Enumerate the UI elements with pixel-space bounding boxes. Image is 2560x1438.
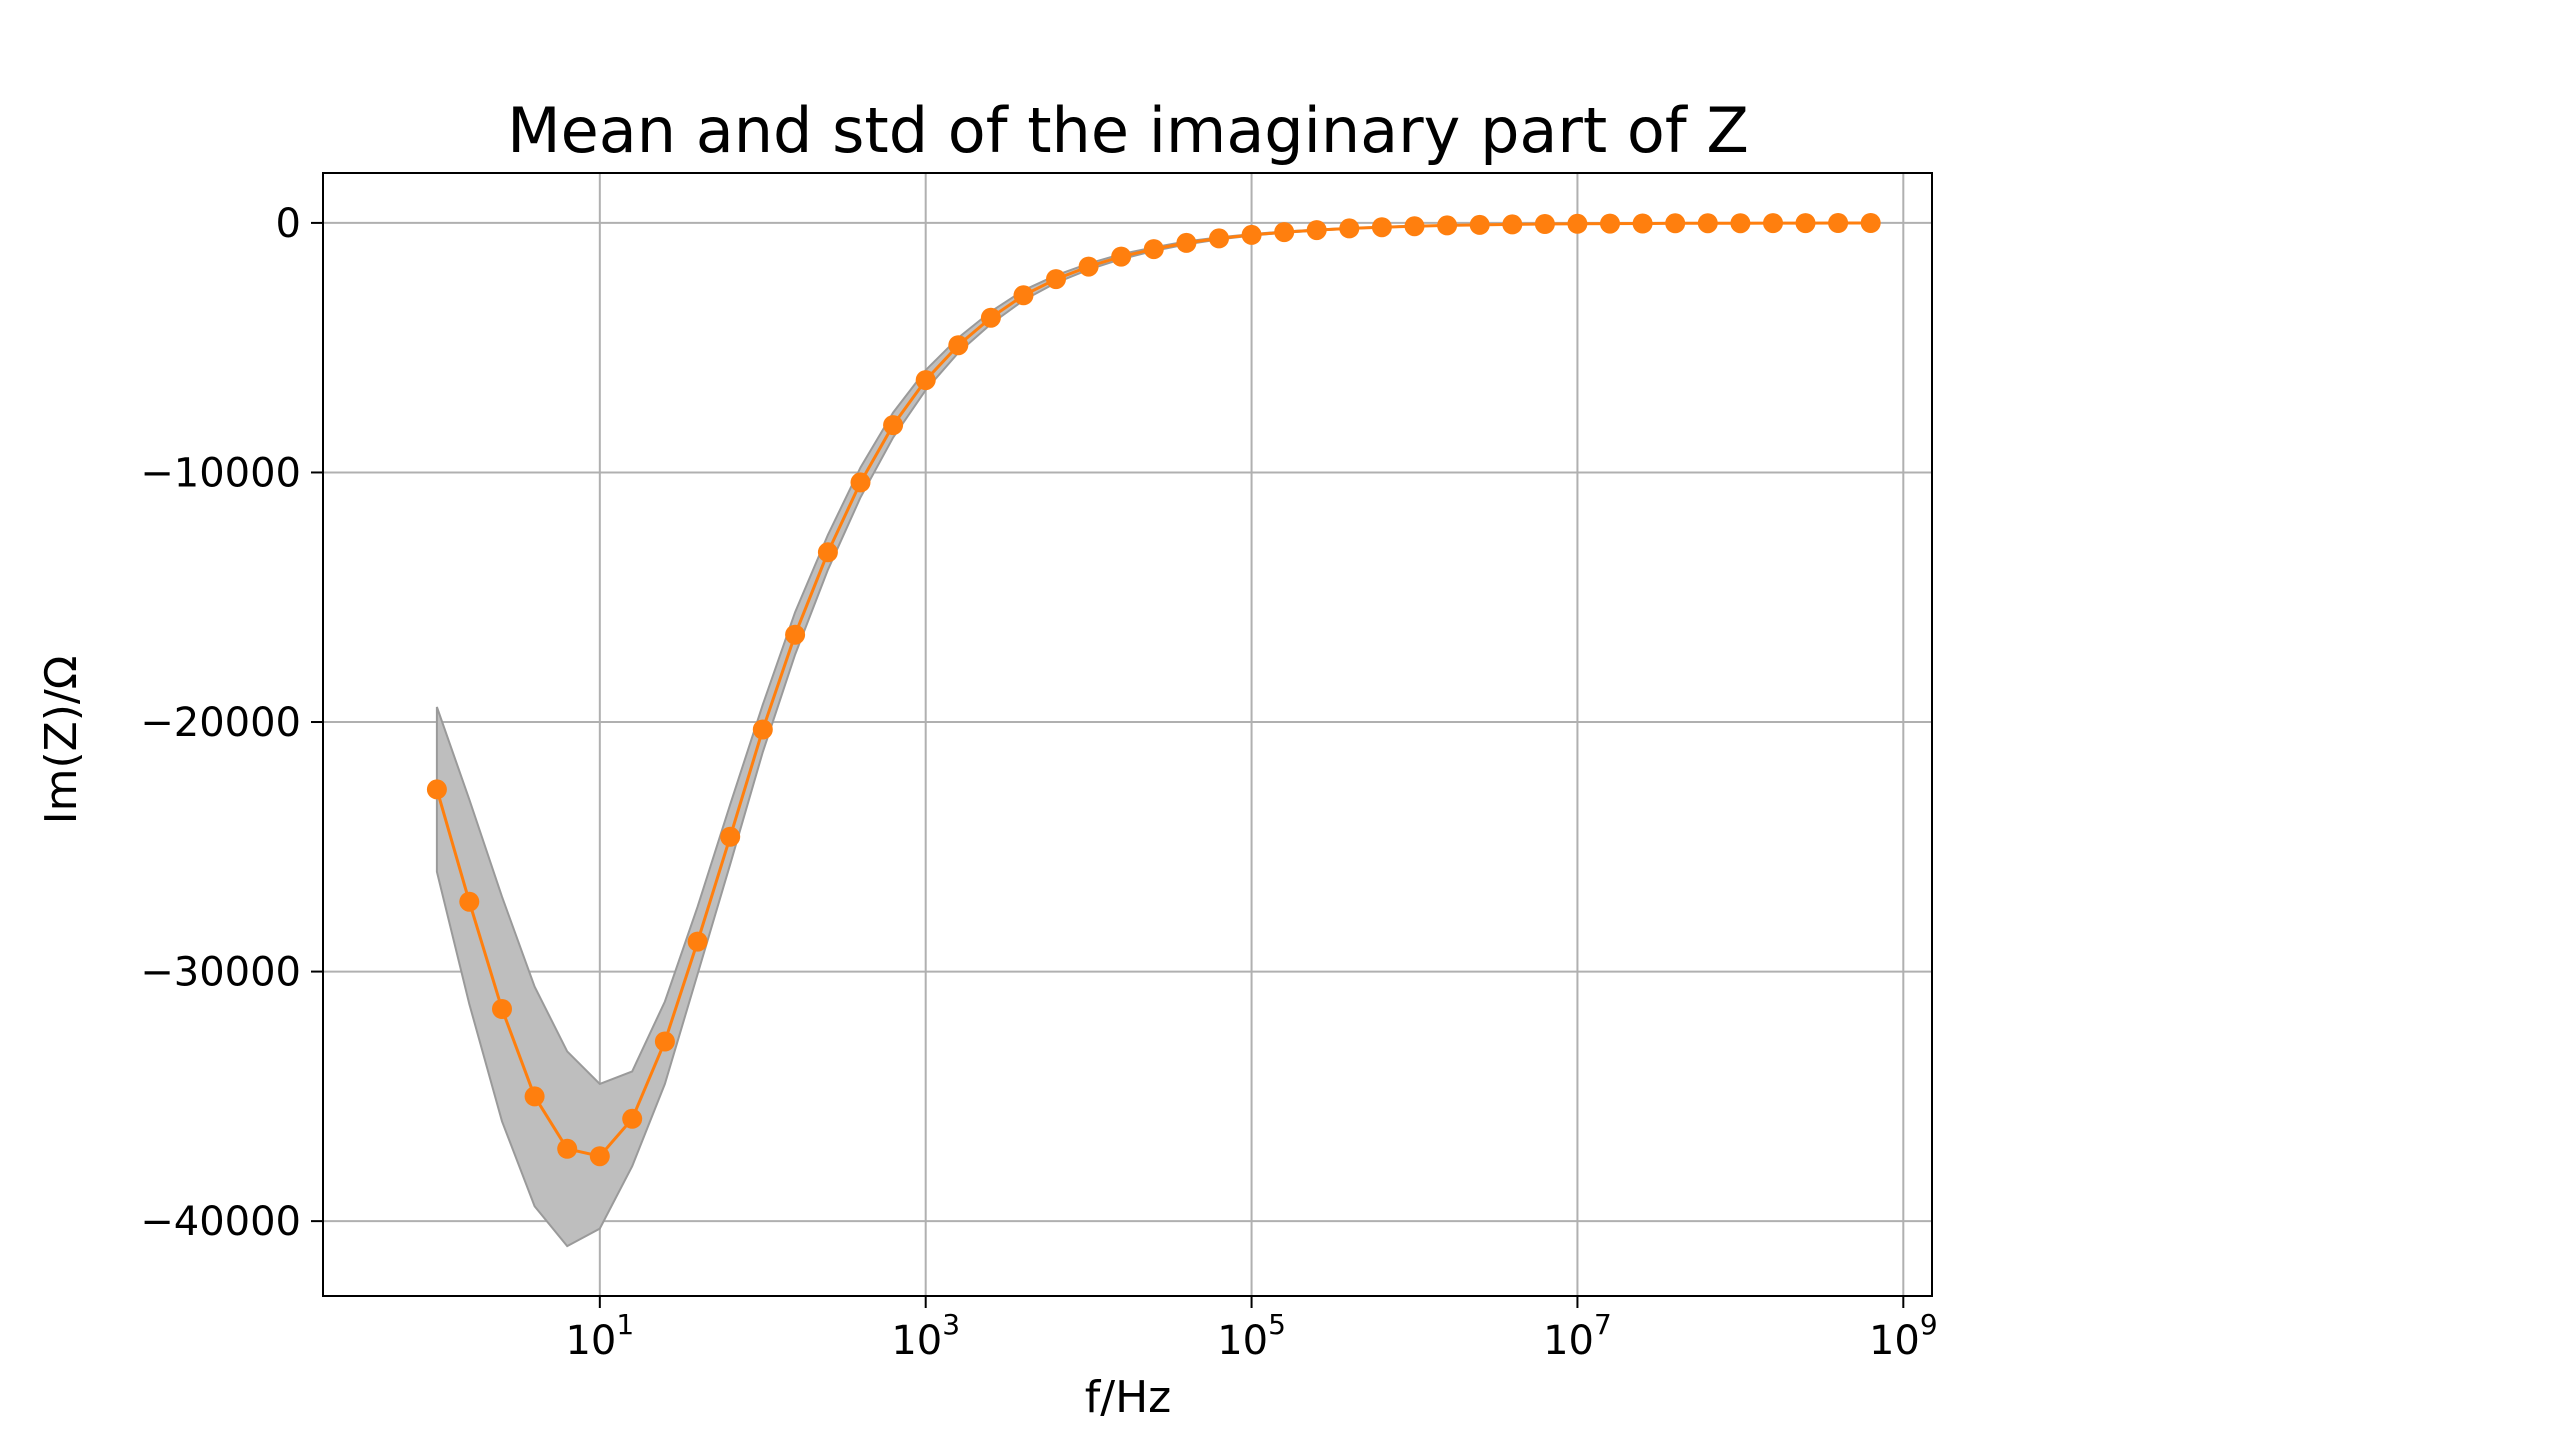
y-tick-label: 0 <box>276 201 301 247</box>
y-axis-label: Im(Z)/Ω <box>36 656 87 825</box>
data-point <box>1274 222 1295 243</box>
data-point <box>850 472 871 493</box>
std-band-area <box>435 222 1871 1248</box>
data-point <box>915 370 936 391</box>
data-point <box>948 335 969 356</box>
x-axis-label: f/Hz <box>1085 1372 1172 1423</box>
y-tick-label: −10000 <box>140 450 301 496</box>
data-point <box>1209 228 1229 249</box>
data-point <box>1534 214 1555 234</box>
plot-frame <box>322 172 1933 1297</box>
grid <box>323 173 1932 1296</box>
axis-ticks: 101 103 105 107 109 0 −10000 −20000 −30000 −40000 <box>140 201 1937 1364</box>
data-point <box>1143 239 1164 260</box>
x-tick-label: 101 <box>565 1308 634 1364</box>
mean-line <box>435 221 1871 1158</box>
data-point <box>1078 256 1099 277</box>
data-point <box>1339 218 1360 239</box>
data-point <box>492 999 512 1019</box>
data-point <box>589 1146 610 1167</box>
y-tick-label: −30000 <box>140 950 301 996</box>
data-point <box>1306 220 1327 241</box>
data-point <box>1665 213 1686 234</box>
data-point <box>1371 217 1392 238</box>
data-point <box>1860 213 1881 233</box>
data-point <box>1600 213 1620 234</box>
data-point <box>622 1108 643 1129</box>
data-point <box>459 891 480 912</box>
data-point <box>1697 213 1718 234</box>
data-point <box>1502 214 1523 235</box>
data-point <box>1013 285 1034 306</box>
data-point <box>752 719 773 740</box>
data-point <box>1632 213 1653 234</box>
data-point <box>980 307 1001 328</box>
mean-points <box>426 213 1881 1167</box>
data-point <box>720 826 741 847</box>
data-point <box>883 415 904 436</box>
data-point <box>817 542 838 563</box>
x-tick-label: 107 <box>1543 1308 1612 1364</box>
data-point <box>654 1031 675 1052</box>
x-tick-label: 105 <box>1217 1308 1286 1364</box>
data-point <box>1404 216 1425 237</box>
data-point <box>1111 246 1132 267</box>
data-point <box>687 931 708 952</box>
y-tick-label: −40000 <box>140 1199 301 1245</box>
data-point <box>1046 269 1066 290</box>
data-point <box>426 779 447 800</box>
data-point <box>1437 215 1458 236</box>
data-point <box>785 624 806 645</box>
data-point <box>1763 213 1783 234</box>
std-band <box>435 222 1871 1248</box>
data-point <box>1176 232 1197 253</box>
data-point <box>1567 213 1588 234</box>
data-point <box>1730 213 1751 234</box>
y-tick-label: −20000 <box>140 700 301 746</box>
data-point <box>1469 214 1490 235</box>
data-point <box>1241 224 1262 245</box>
data-point <box>1795 213 1816 234</box>
chart-title: Mean and std of the imaginary part of Z <box>507 94 1749 167</box>
mean-series <box>435 221 1871 1158</box>
x-tick-label: 103 <box>891 1308 960 1364</box>
data-point <box>1828 213 1849 233</box>
x-tick-label: 109 <box>1869 1308 1938 1364</box>
data-point <box>524 1086 545 1107</box>
data-point <box>557 1138 578 1159</box>
